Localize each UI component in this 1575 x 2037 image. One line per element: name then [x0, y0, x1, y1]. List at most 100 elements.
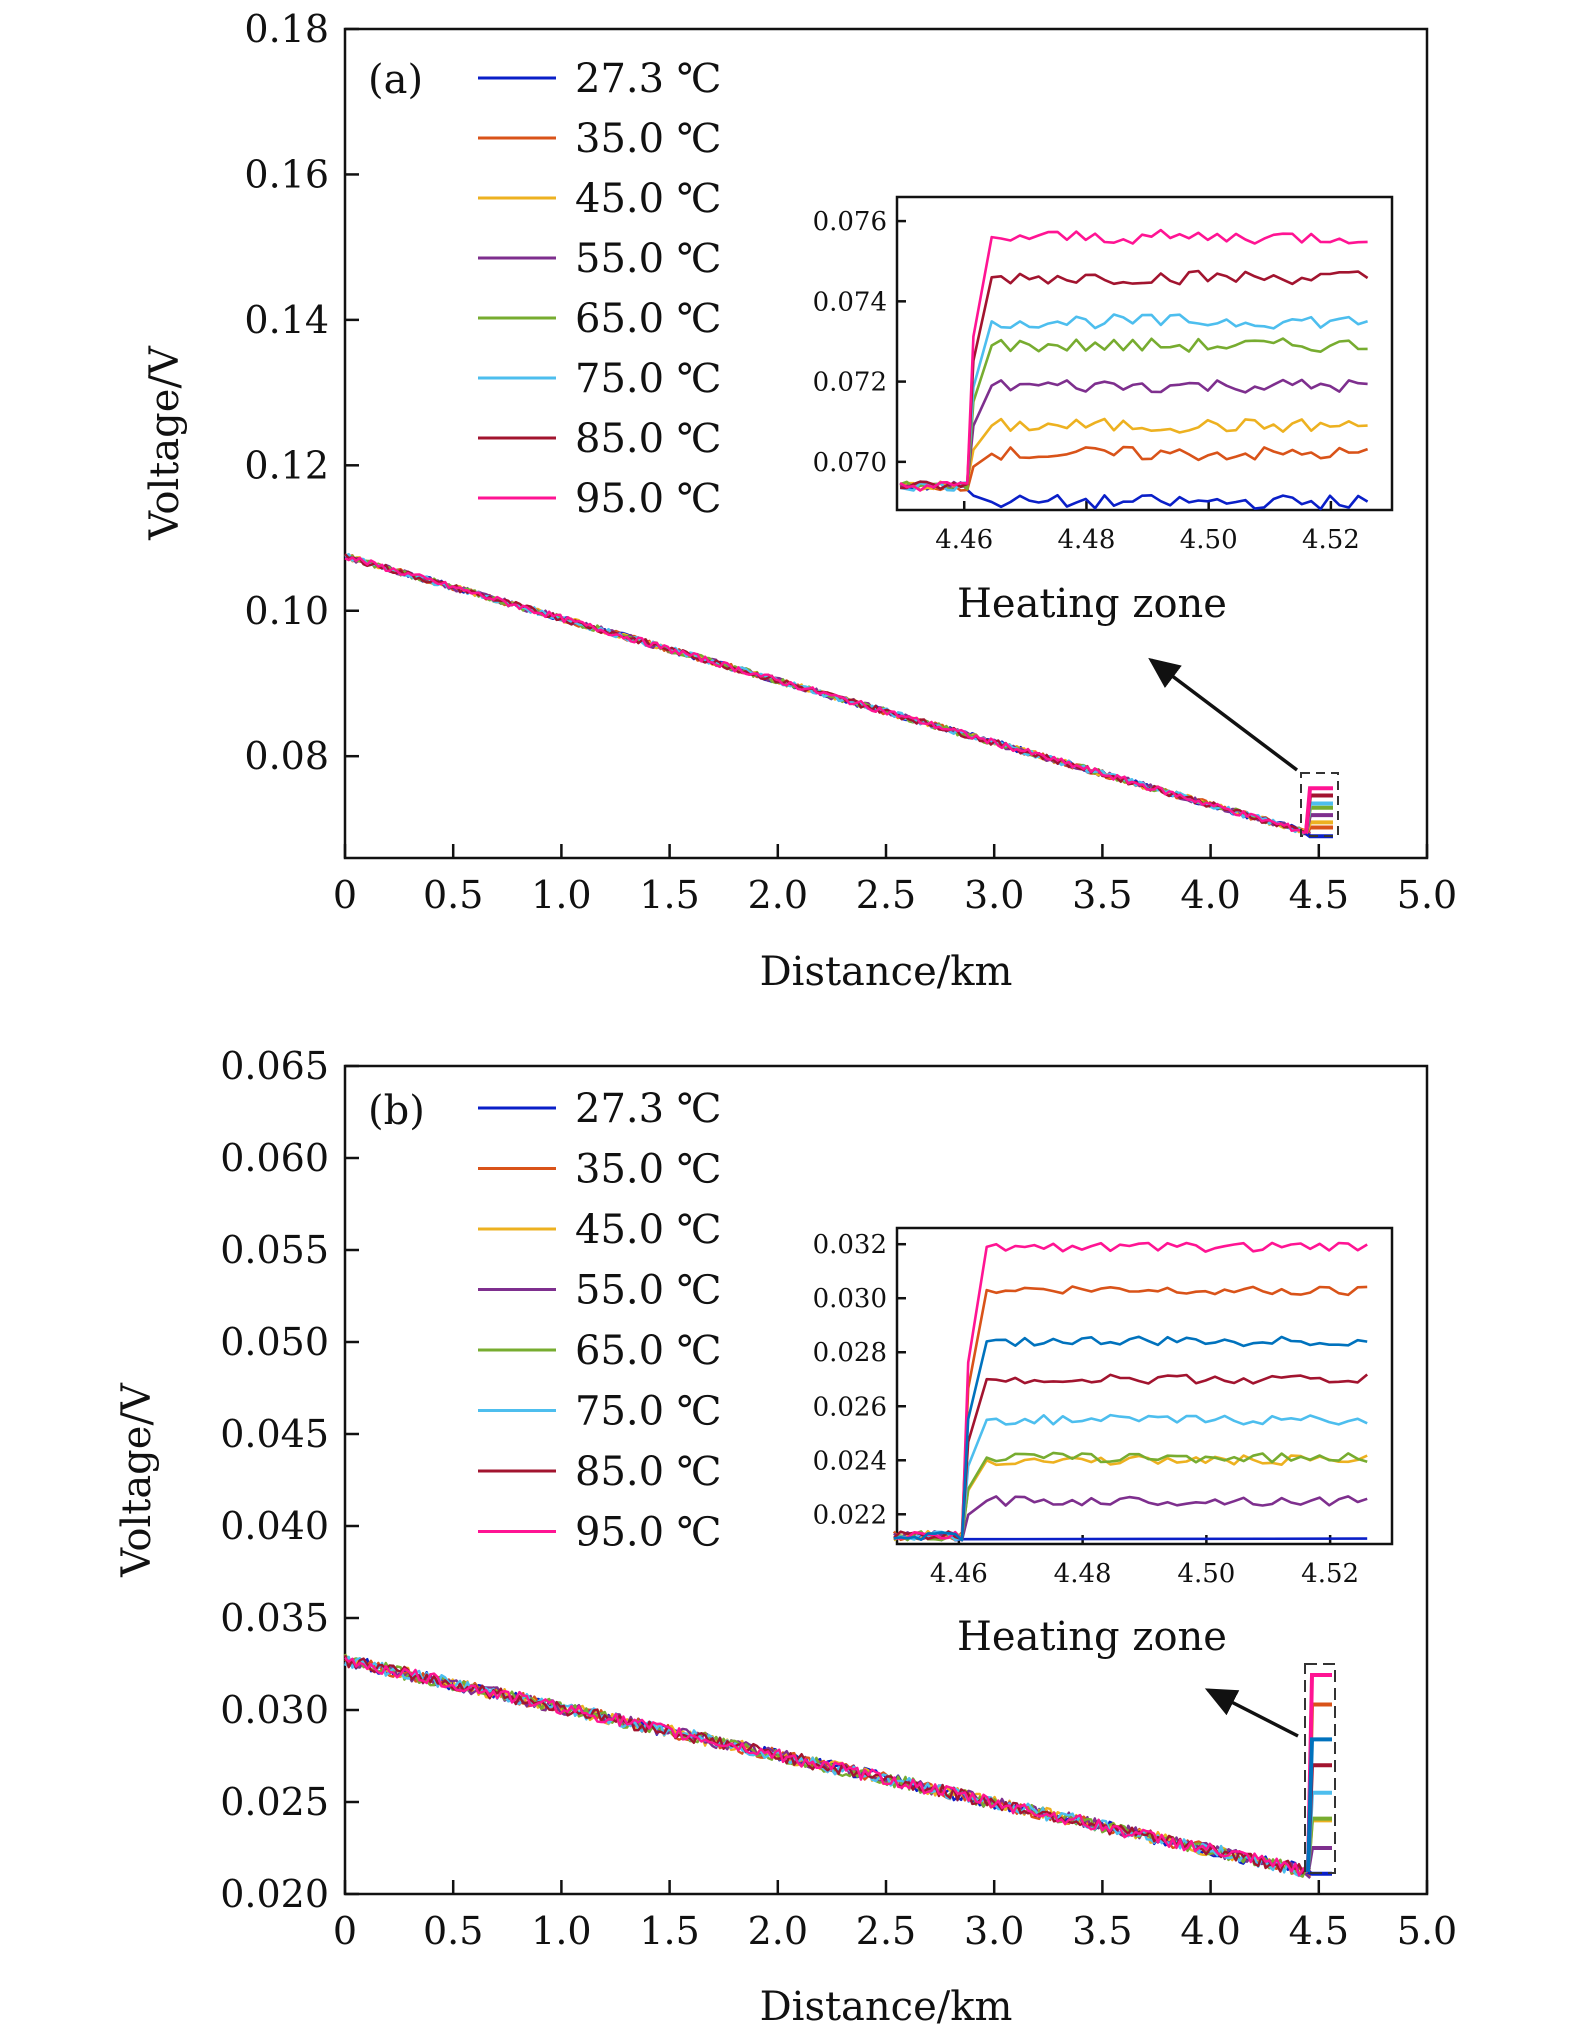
panel-b-x-ticks: 0 0.5 1.0 1.5 2.0 2.5 3.0 3.5 4.0 4.5 5.0 — [333, 1880, 1457, 1953]
legend-label-3: 55.0 ℃ — [575, 236, 722, 282]
x-tick-label: 1.0 — [531, 873, 591, 917]
legend-label-5: 75.0 ℃ — [575, 356, 722, 402]
inset-x-tick-label: 4.48 — [1054, 1559, 1112, 1589]
y-tick-label: 0.035 — [220, 1596, 329, 1640]
x-tick-label: 3.5 — [1072, 873, 1132, 917]
inset-x-tick-label: 4.48 — [1057, 525, 1115, 555]
y-tick-label: 0.08 — [244, 734, 329, 778]
legend-label-0: 27.3 ℃ — [575, 1086, 722, 1132]
zone-marker-8 — [1306, 1737, 1332, 1872]
inset-y-tick-label: 0.030 — [813, 1284, 887, 1314]
panel-a-inset-frame — [895, 195, 1394, 512]
panel-b-arrow — [1204, 1688, 1299, 1738]
panel-a-label: (a) — [368, 57, 423, 103]
panel-b-zoom-box — [1304, 1663, 1336, 1874]
legend-label-5: 75.0 ℃ — [575, 1389, 722, 1435]
series-line-7 — [344, 1656, 1312, 1877]
series-line-7 — [344, 556, 1311, 835]
zone-marker-7 — [1304, 786, 1333, 834]
inset-series-line-8 — [893, 1335, 1368, 1542]
panel-b-label: (b) — [368, 1088, 425, 1134]
x-tick-label: 0.5 — [423, 873, 483, 917]
legend-label-6: 85.0 ℃ — [575, 416, 722, 462]
y-tick-label: 0.045 — [220, 1412, 329, 1456]
inset-x-tick-label: 4.52 — [1302, 525, 1360, 555]
panel-b-x-axis-label: Distance/km — [760, 1984, 1013, 2030]
panel-a-x-axis-label: Distance/km — [760, 949, 1013, 995]
legend-label-7: 95.0 ℃ — [575, 1510, 722, 1556]
x-tick-label: 0.5 — [423, 1909, 483, 1953]
legend-label-7: 95.0 ℃ — [575, 476, 722, 522]
y-tick-label: 0.020 — [220, 1872, 329, 1916]
y-tick-label: 0.040 — [220, 1504, 329, 1548]
x-tick-label: 2.5 — [856, 1909, 916, 1953]
x-tick-label: 1.5 — [639, 873, 699, 917]
x-tick-label: 4.5 — [1289, 873, 1349, 917]
y-tick-label: 0.065 — [220, 1044, 329, 1088]
x-tick-label: 0 — [333, 1909, 357, 1953]
x-tick-label: 2.5 — [856, 873, 916, 917]
legend-label-1: 35.0 ℃ — [575, 1147, 722, 1193]
legend-label-6: 85.0 ℃ — [575, 1449, 722, 1495]
inset-y-tick-label: 0.032 — [813, 1230, 887, 1260]
x-tick-label: 0 — [333, 873, 357, 917]
legend-label-4: 65.0 ℃ — [575, 1328, 722, 1374]
x-tick-label: 3.0 — [964, 873, 1024, 917]
inset-y-tick-label: 0.070 — [813, 448, 887, 478]
y-tick-label: 0.030 — [220, 1688, 329, 1732]
x-tick-label: 2.0 — [748, 1909, 808, 1953]
x-tick-label: 5.0 — [1397, 873, 1457, 917]
inset-series-line-1 — [899, 445, 1369, 492]
inset-x-tick-label: 4.46 — [930, 1559, 988, 1589]
inset-y-tick-label: 0.024 — [813, 1446, 887, 1476]
x-tick-label: 5.0 — [1397, 1909, 1457, 1953]
panel-a-inset-y-ticks: 0.070 0.072 0.074 0.076 — [813, 207, 906, 478]
panel-b-inset-annotation: Heating zone — [957, 1614, 1227, 1660]
inset-x-tick-label: 4.50 — [1177, 1559, 1235, 1589]
inset-y-tick-label: 0.072 — [813, 368, 887, 398]
panel-b-inset-data — [892, 1241, 1369, 1542]
panel-a: 0.08 0.10 0.12 0.14 0.16 0.18 0 0.5 1.0 1.5 2.0 2.… — [142, 7, 1457, 995]
panel-b-y-ticks: 0.020 0.025 0.030 0.035 0.040 0.045 0.050 0.055… — [220, 1044, 359, 1916]
legend-label-1: 35.0 ℃ — [575, 116, 722, 162]
y-tick-label: 0.055 — [220, 1228, 329, 1272]
panel-b-legend: 27.3 ℃ 35.0 ℃ 45.0 ℃ 55.0 ℃ 65.0 ℃ 75.0 ℃ 85.0… — [478, 1086, 722, 1556]
legend-label-0: 27.3 ℃ — [575, 56, 722, 102]
x-tick-label: 4.5 — [1289, 1909, 1349, 1953]
inset-series-line-7 — [899, 228, 1368, 492]
panel-a-inset-data — [899, 228, 1369, 511]
panel-b-data — [343, 1653, 1332, 1880]
panel-a-zoom-box — [1300, 772, 1339, 837]
y-tick-label: 0.060 — [220, 1136, 329, 1180]
legend-label-2: 45.0 ℃ — [575, 176, 722, 222]
inset-series-line-5 — [893, 1413, 1368, 1542]
y-tick-label: 0.16 — [244, 152, 329, 196]
inset-x-tick-label: 4.52 — [1301, 1559, 1359, 1589]
inset-x-tick-label: 4.46 — [935, 525, 993, 555]
x-tick-label: 3.0 — [964, 1909, 1024, 1953]
inset-y-tick-label: 0.074 — [813, 287, 887, 317]
panel-a-inset-annotation: Heating zone — [957, 581, 1227, 627]
panel-b-inset-x-ticks: 4.46 4.48 4.50 4.52 — [930, 1535, 1359, 1589]
x-tick-label: 4.0 — [1180, 873, 1240, 917]
y-tick-label: 0.12 — [244, 443, 329, 487]
panel-b-y-axis-label: Voltage/V — [114, 1382, 160, 1578]
inset-y-tick-label: 0.076 — [813, 207, 887, 237]
x-tick-label: 2.0 — [748, 873, 808, 917]
panel-a-arrow — [1148, 657, 1299, 772]
panel-b-plot-frame — [343, 1064, 1429, 1896]
inset-y-tick-label: 0.026 — [813, 1392, 887, 1422]
x-tick-label: 1.0 — [531, 1909, 591, 1953]
panel-a-data — [344, 552, 1333, 839]
panel-b-inset-frame — [895, 1226, 1394, 1546]
inset-x-tick-label: 4.50 — [1180, 525, 1238, 555]
inset-y-tick-label: 0.022 — [813, 1500, 887, 1530]
y-tick-label: 0.18 — [244, 7, 329, 51]
inset-series-line-6 — [900, 269, 1369, 491]
y-tick-label: 0.025 — [220, 1780, 329, 1824]
y-tick-label: 0.050 — [220, 1320, 329, 1364]
panel-a-inset-x-ticks: 4.46 4.48 4.50 4.52 — [935, 501, 1360, 555]
y-tick-label: 0.10 — [244, 589, 329, 633]
y-tick-label: 0.14 — [244, 298, 329, 342]
